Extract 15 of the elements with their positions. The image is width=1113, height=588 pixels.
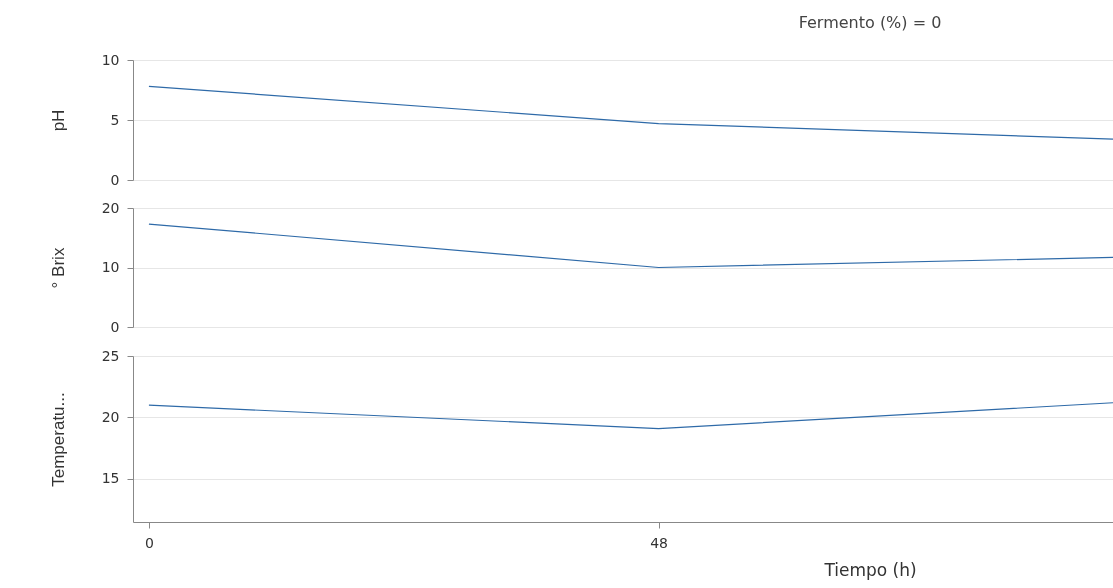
y-tick-label: 20 [101,408,120,425]
y-axis-title: ° Brix [48,247,68,289]
y-tick-label: 20 [101,199,120,216]
chart-title: Fermento (%) = 0 [798,13,942,32]
y-tick-label: 5 [110,111,120,128]
y-axis-title: pH [48,109,68,132]
y-tick-label: 10 [101,259,120,275]
y-axis-title: Temperatu... [48,392,68,487]
x-axis-title: Tiempo (h) [823,559,917,580]
y-tick-label: 10 [101,51,120,68]
y-tick-label: 0 [110,171,120,188]
x-tick-label: 48 [650,534,668,551]
y-tick-label: 15 [101,470,120,487]
y-tick-label: 0 [110,318,120,335]
y-tick-label: 25 [101,347,120,364]
